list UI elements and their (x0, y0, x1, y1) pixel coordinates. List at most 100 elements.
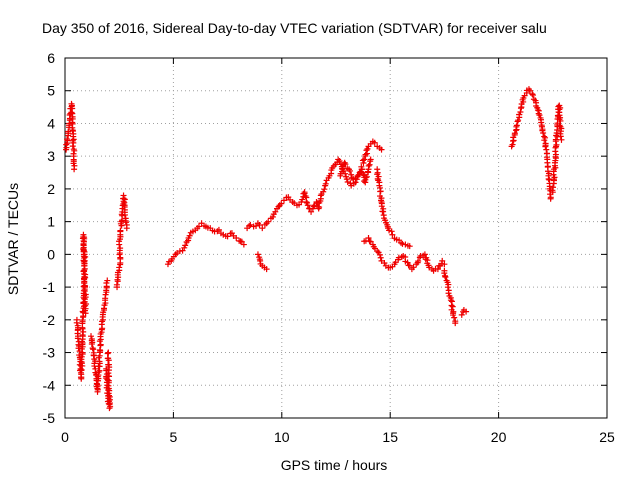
data-point (96, 358, 103, 365)
data-point (445, 290, 452, 297)
data-point (105, 349, 112, 356)
data-point (74, 335, 81, 342)
data-point (536, 112, 543, 119)
data-points (63, 86, 565, 412)
grid-lines (65, 58, 607, 418)
data-point (378, 146, 385, 153)
data-point (365, 235, 372, 241)
data-point (557, 117, 564, 124)
data-point (421, 251, 428, 258)
data-point (317, 192, 324, 199)
data-point (104, 277, 111, 284)
data-point (410, 264, 417, 271)
data-point (272, 208, 279, 215)
data-point (269, 213, 276, 220)
data-point (233, 235, 240, 241)
data-point (81, 307, 88, 314)
data-point (530, 92, 537, 99)
data-point (75, 345, 82, 352)
y-tick-label: -5 (43, 410, 56, 426)
data-point (73, 319, 80, 326)
data-point (321, 186, 328, 193)
data-point (458, 311, 465, 318)
data-point (406, 243, 413, 250)
data-point (263, 266, 270, 273)
x-tick-label: 15 (382, 429, 398, 445)
y-tick-label: 3 (47, 148, 55, 164)
data-point (64, 136, 71, 143)
data-point (557, 133, 564, 140)
x-tick-label: 5 (170, 429, 178, 445)
data-point (447, 297, 454, 304)
data-point (399, 240, 406, 247)
data-point (247, 221, 254, 228)
data-point (224, 233, 231, 240)
data-point (303, 199, 310, 206)
data-point (415, 258, 422, 265)
data-point (545, 175, 552, 182)
data-point (451, 314, 458, 321)
data-point (365, 162, 372, 169)
data-point (441, 270, 448, 277)
data-point (121, 211, 128, 218)
data-point (534, 107, 541, 114)
data-point (378, 203, 385, 210)
data-point (82, 310, 89, 317)
y-tick-label: -1 (43, 279, 56, 295)
data-point (344, 178, 351, 185)
data-point (362, 174, 369, 181)
data-point (550, 184, 557, 191)
data-point (388, 228, 395, 235)
data-point (552, 151, 559, 158)
data-point (360, 171, 367, 178)
y-tick-label: 1 (47, 214, 55, 230)
data-point (90, 346, 97, 353)
data-point (553, 141, 560, 148)
data-point (106, 393, 113, 400)
chart-title: Day 350 of 2016, Sidereal Day-to-day VTE… (42, 20, 547, 36)
data-point (376, 251, 383, 258)
y-tick-label: 0 (47, 246, 55, 262)
data-point (71, 147, 78, 154)
data-point (444, 284, 451, 291)
data-point (81, 262, 88, 269)
data-point (117, 245, 124, 252)
data-point (195, 223, 202, 230)
data-point (116, 264, 123, 271)
data-point (81, 280, 88, 287)
data-point (342, 161, 349, 168)
data-point (542, 143, 549, 150)
data-point (254, 251, 261, 258)
data-point (68, 109, 75, 116)
axis-ticks (64, 57, 608, 419)
data-point (88, 333, 95, 340)
data-point (395, 254, 402, 261)
data-point (348, 171, 355, 178)
data-point (348, 174, 355, 181)
data-point (78, 353, 85, 360)
data-point (442, 273, 449, 280)
data-point (81, 268, 88, 275)
data-point (215, 226, 222, 233)
data-point (347, 167, 354, 174)
y-tick-label: 4 (47, 115, 55, 131)
data-point (336, 157, 343, 164)
data-point (354, 172, 361, 179)
data-point (106, 405, 113, 412)
data-point (404, 259, 411, 266)
data-point (113, 281, 120, 288)
x-tick-label: 10 (274, 429, 290, 445)
data-point (541, 137, 548, 144)
tick-labels: 0 5 10 15 20 25 -5 -4 -3 -2 -1 0 1 2 3 4 5 6 (43, 50, 615, 445)
data-point (543, 146, 550, 153)
data-point (513, 122, 520, 129)
data-point (117, 227, 124, 234)
data-point (96, 346, 103, 353)
data-point (549, 187, 556, 194)
y-tick-label: 2 (47, 181, 55, 197)
data-point (529, 91, 536, 97)
data-point (79, 331, 86, 338)
x-tick-label: 0 (61, 429, 69, 445)
plot-frame (64, 57, 608, 419)
